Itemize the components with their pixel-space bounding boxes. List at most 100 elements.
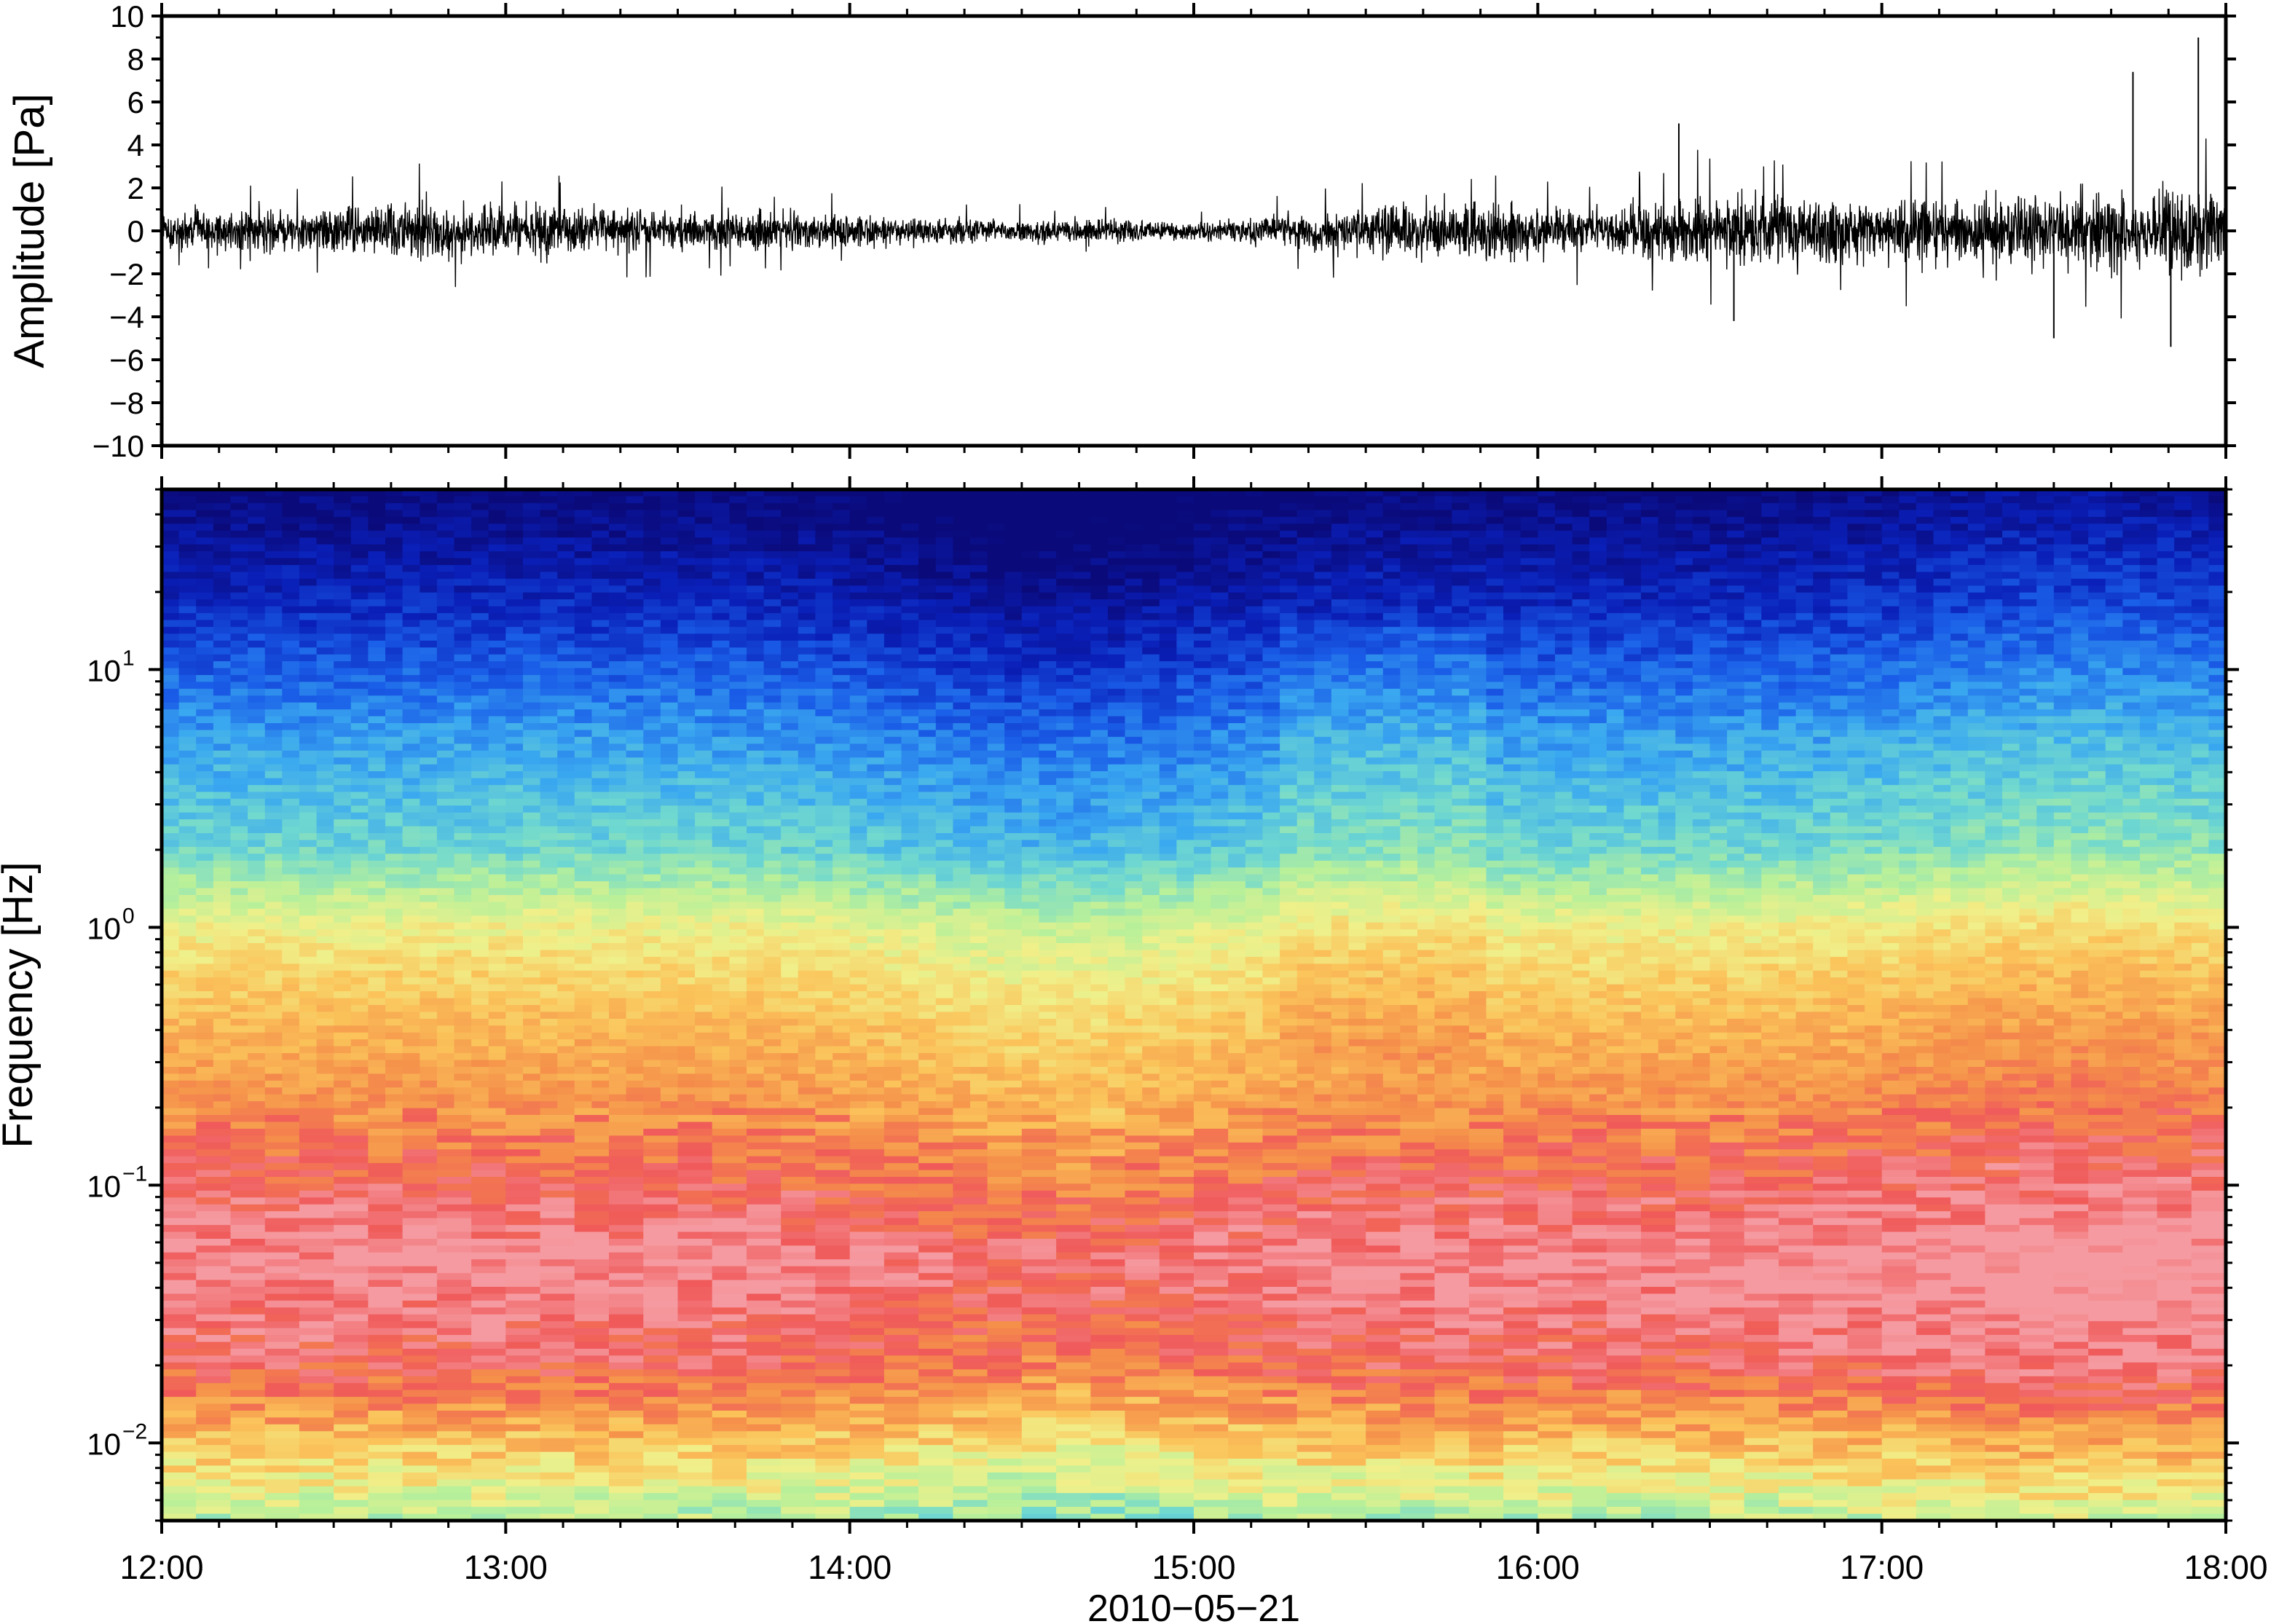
amplitude-y-tick-label: −10: [93, 429, 144, 463]
spectrogram-cell: [2019, 592, 2037, 600]
spectrogram-cell: [1692, 709, 1711, 717]
spectrogram-cell: [1331, 564, 1350, 572]
spectrogram-cell: [299, 496, 318, 504]
spectrogram-cell: [1881, 695, 1900, 703]
spectrogram-cell: [2157, 530, 2175, 538]
spectrogram-cell: [1039, 682, 1057, 690]
spectrogram-cell: [1280, 682, 1298, 690]
spectrogram-cell: [1951, 668, 1969, 676]
spectrogram-cell: [1675, 674, 1693, 683]
spectrogram-cell: [1503, 626, 1522, 634]
spectrogram-cell: [1176, 606, 1194, 614]
spectrogram-cell: [1899, 586, 1917, 594]
spectrogram-cell: [1348, 606, 1366, 614]
spectrogram-cell: [1090, 510, 1109, 518]
spectrogram-cell: [1194, 654, 1212, 662]
spectrogram-cell: [2002, 661, 2020, 669]
spectrogram-cell: [935, 744, 954, 752]
spectrogram-cell: [248, 537, 266, 545]
spectrogram-cell: [1090, 544, 1109, 552]
spectrogram-cell: [747, 695, 765, 703]
spectrogram-cell: [987, 578, 1005, 586]
spectrogram-cell: [1382, 661, 1401, 669]
spectrogram-cell: [1107, 634, 1126, 642]
spectrogram-cell: [2208, 586, 2226, 594]
spectrogram-cell: [1056, 634, 1074, 642]
spectrogram-cell: [1486, 599, 1504, 607]
spectrogram-cell: [1486, 572, 1504, 580]
spectrogram-cell: [1779, 736, 1797, 744]
spectrogram-cell: [2088, 537, 2106, 545]
spectrogram-cell: [1572, 502, 1590, 511]
spectrogram-cell: [1899, 599, 1917, 607]
spectrogram-cell: [867, 516, 885, 524]
spectrogram-cell: [1176, 688, 1194, 696]
spectrogram-cell: [2122, 674, 2141, 683]
spectrogram-cell: [316, 736, 334, 744]
spectrogram-cell: [2053, 586, 2072, 594]
spectrogram-cell: [213, 640, 232, 648]
spectrogram-cell: [1916, 661, 1935, 669]
spectrogram-cell: [1142, 674, 1160, 683]
spectrogram-cell: [1280, 634, 1298, 642]
spectrogram-cell: [1795, 750, 1814, 758]
spectrogram-cell: [454, 695, 472, 703]
spectrogram-cell: [901, 688, 919, 696]
spectrogram-cell: [901, 606, 919, 614]
spectrogram-cell: [1296, 661, 1315, 669]
spectrogram-cell: [729, 736, 747, 744]
spectrogram-cell: [1933, 599, 1951, 607]
spectrogram-cell: [505, 661, 524, 669]
spectrogram-cell: [264, 551, 283, 559]
spectrogram-cell: [2002, 612, 2020, 621]
spectrogram-cell: [1779, 757, 1797, 765]
spectrogram-cell: [1538, 558, 1556, 566]
spectrogram-cell: [1468, 709, 1487, 717]
spectrogram-cell: [643, 524, 661, 532]
spectrogram-cell: [1486, 661, 1504, 669]
spectrogram-cell: [1486, 634, 1504, 642]
spectrogram-cell: [1538, 510, 1556, 518]
spectrogram-cell: [1159, 668, 1178, 676]
spectrogram-cell: [867, 709, 885, 717]
spectrogram-cell: [1176, 647, 1194, 655]
spectrogram-cell: [1795, 668, 1814, 676]
spectrogram-cell: [953, 524, 971, 532]
spectrogram-cell: [334, 682, 352, 690]
spectrogram-cell: [2019, 558, 2037, 566]
spectrogram-cell: [729, 723, 747, 731]
spectrogram-cell: [2122, 682, 2141, 690]
spectrogram-cell: [1176, 524, 1194, 532]
spectrogram-cell: [505, 510, 524, 518]
spectrogram-cell: [1779, 496, 1797, 504]
spectrogram-cell: [1967, 524, 1986, 532]
spectrogram-cell: [901, 736, 919, 744]
spectrogram-cell: [609, 510, 627, 518]
spectrogram-cell: [1417, 564, 1436, 572]
spectrogram-cell: [368, 730, 386, 738]
spectrogram-cell: [2122, 592, 2141, 600]
spectrogram-cell: [264, 750, 283, 758]
spectrogram-cell: [935, 564, 954, 572]
spectrogram-cell: [1314, 654, 1332, 662]
spectrogram-cell: [1090, 592, 1109, 600]
spectrogram-cell: [1692, 578, 1711, 586]
spectrogram-cell: [505, 668, 524, 676]
spectrogram-cell: [334, 736, 352, 744]
spectrogram-cell: [1245, 599, 1264, 607]
spectrogram-cell: [574, 612, 593, 621]
spectrogram-cell: [1486, 757, 1504, 765]
spectrogram-cell: [1090, 764, 1109, 772]
spectrogram-cell: [1830, 516, 1849, 524]
spectrogram-cell: [833, 586, 851, 594]
spectrogram-cell: [883, 516, 902, 524]
spectrogram-cell: [557, 668, 575, 676]
spectrogram-cell: [1452, 496, 1470, 504]
spectrogram-cell: [1847, 757, 1865, 765]
spectrogram-cell: [299, 551, 318, 559]
spectrogram-cell: [574, 640, 593, 648]
spectrogram-cell: [1125, 750, 1143, 758]
spectrogram-cell: [987, 586, 1005, 594]
spectrogram-cell: [643, 620, 661, 628]
spectrogram-cell: [1795, 626, 1814, 634]
